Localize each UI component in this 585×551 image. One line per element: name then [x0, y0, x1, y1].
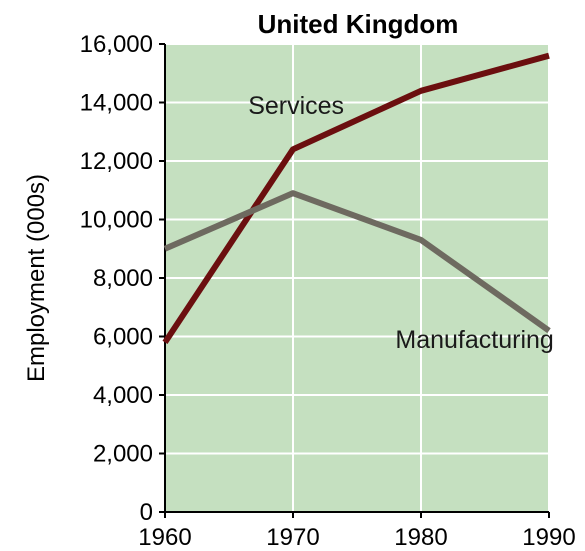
y-tick-label: 8,000	[93, 265, 153, 292]
y-tick-label: 12,000	[80, 148, 153, 175]
y-axis-label: Employment (000s)	[23, 174, 50, 382]
y-tick-labels: 0 2,000 4,000 6,000 8,000 10,000 12,000 14,000 1…	[80, 31, 153, 526]
series-annotations: Services Manufacturing	[248, 92, 554, 354]
series-line-services	[162, 52, 550, 345]
x-tick-labels: 1960 1970 1980 1990	[138, 524, 575, 551]
y-tick-label: 0	[140, 499, 153, 526]
x-tick-label: 1990	[522, 524, 575, 551]
y-tick-label: 6,000	[93, 324, 153, 351]
y-tick-label: 14,000	[80, 90, 153, 117]
y-tick-label: 4,000	[93, 382, 153, 409]
series-label-services: Services	[248, 92, 344, 120]
series-lines	[162, 52, 551, 345]
y-tick-label: 2,000	[93, 441, 153, 468]
x-tick-label: 1970	[266, 524, 319, 551]
y-tick-label: 16,000	[80, 31, 153, 58]
y-tick-label: 10,000	[80, 207, 153, 234]
grid-lines	[165, 43, 550, 512]
x-tick-label: 1980	[394, 524, 447, 551]
series-line-manufacturing	[163, 190, 551, 334]
axes	[159, 43, 550, 518]
x-tick-label: 1960	[138, 524, 191, 551]
series-label-manufacturing: Manufacturing	[395, 326, 553, 354]
chart-title: United Kingdom	[258, 9, 459, 39]
